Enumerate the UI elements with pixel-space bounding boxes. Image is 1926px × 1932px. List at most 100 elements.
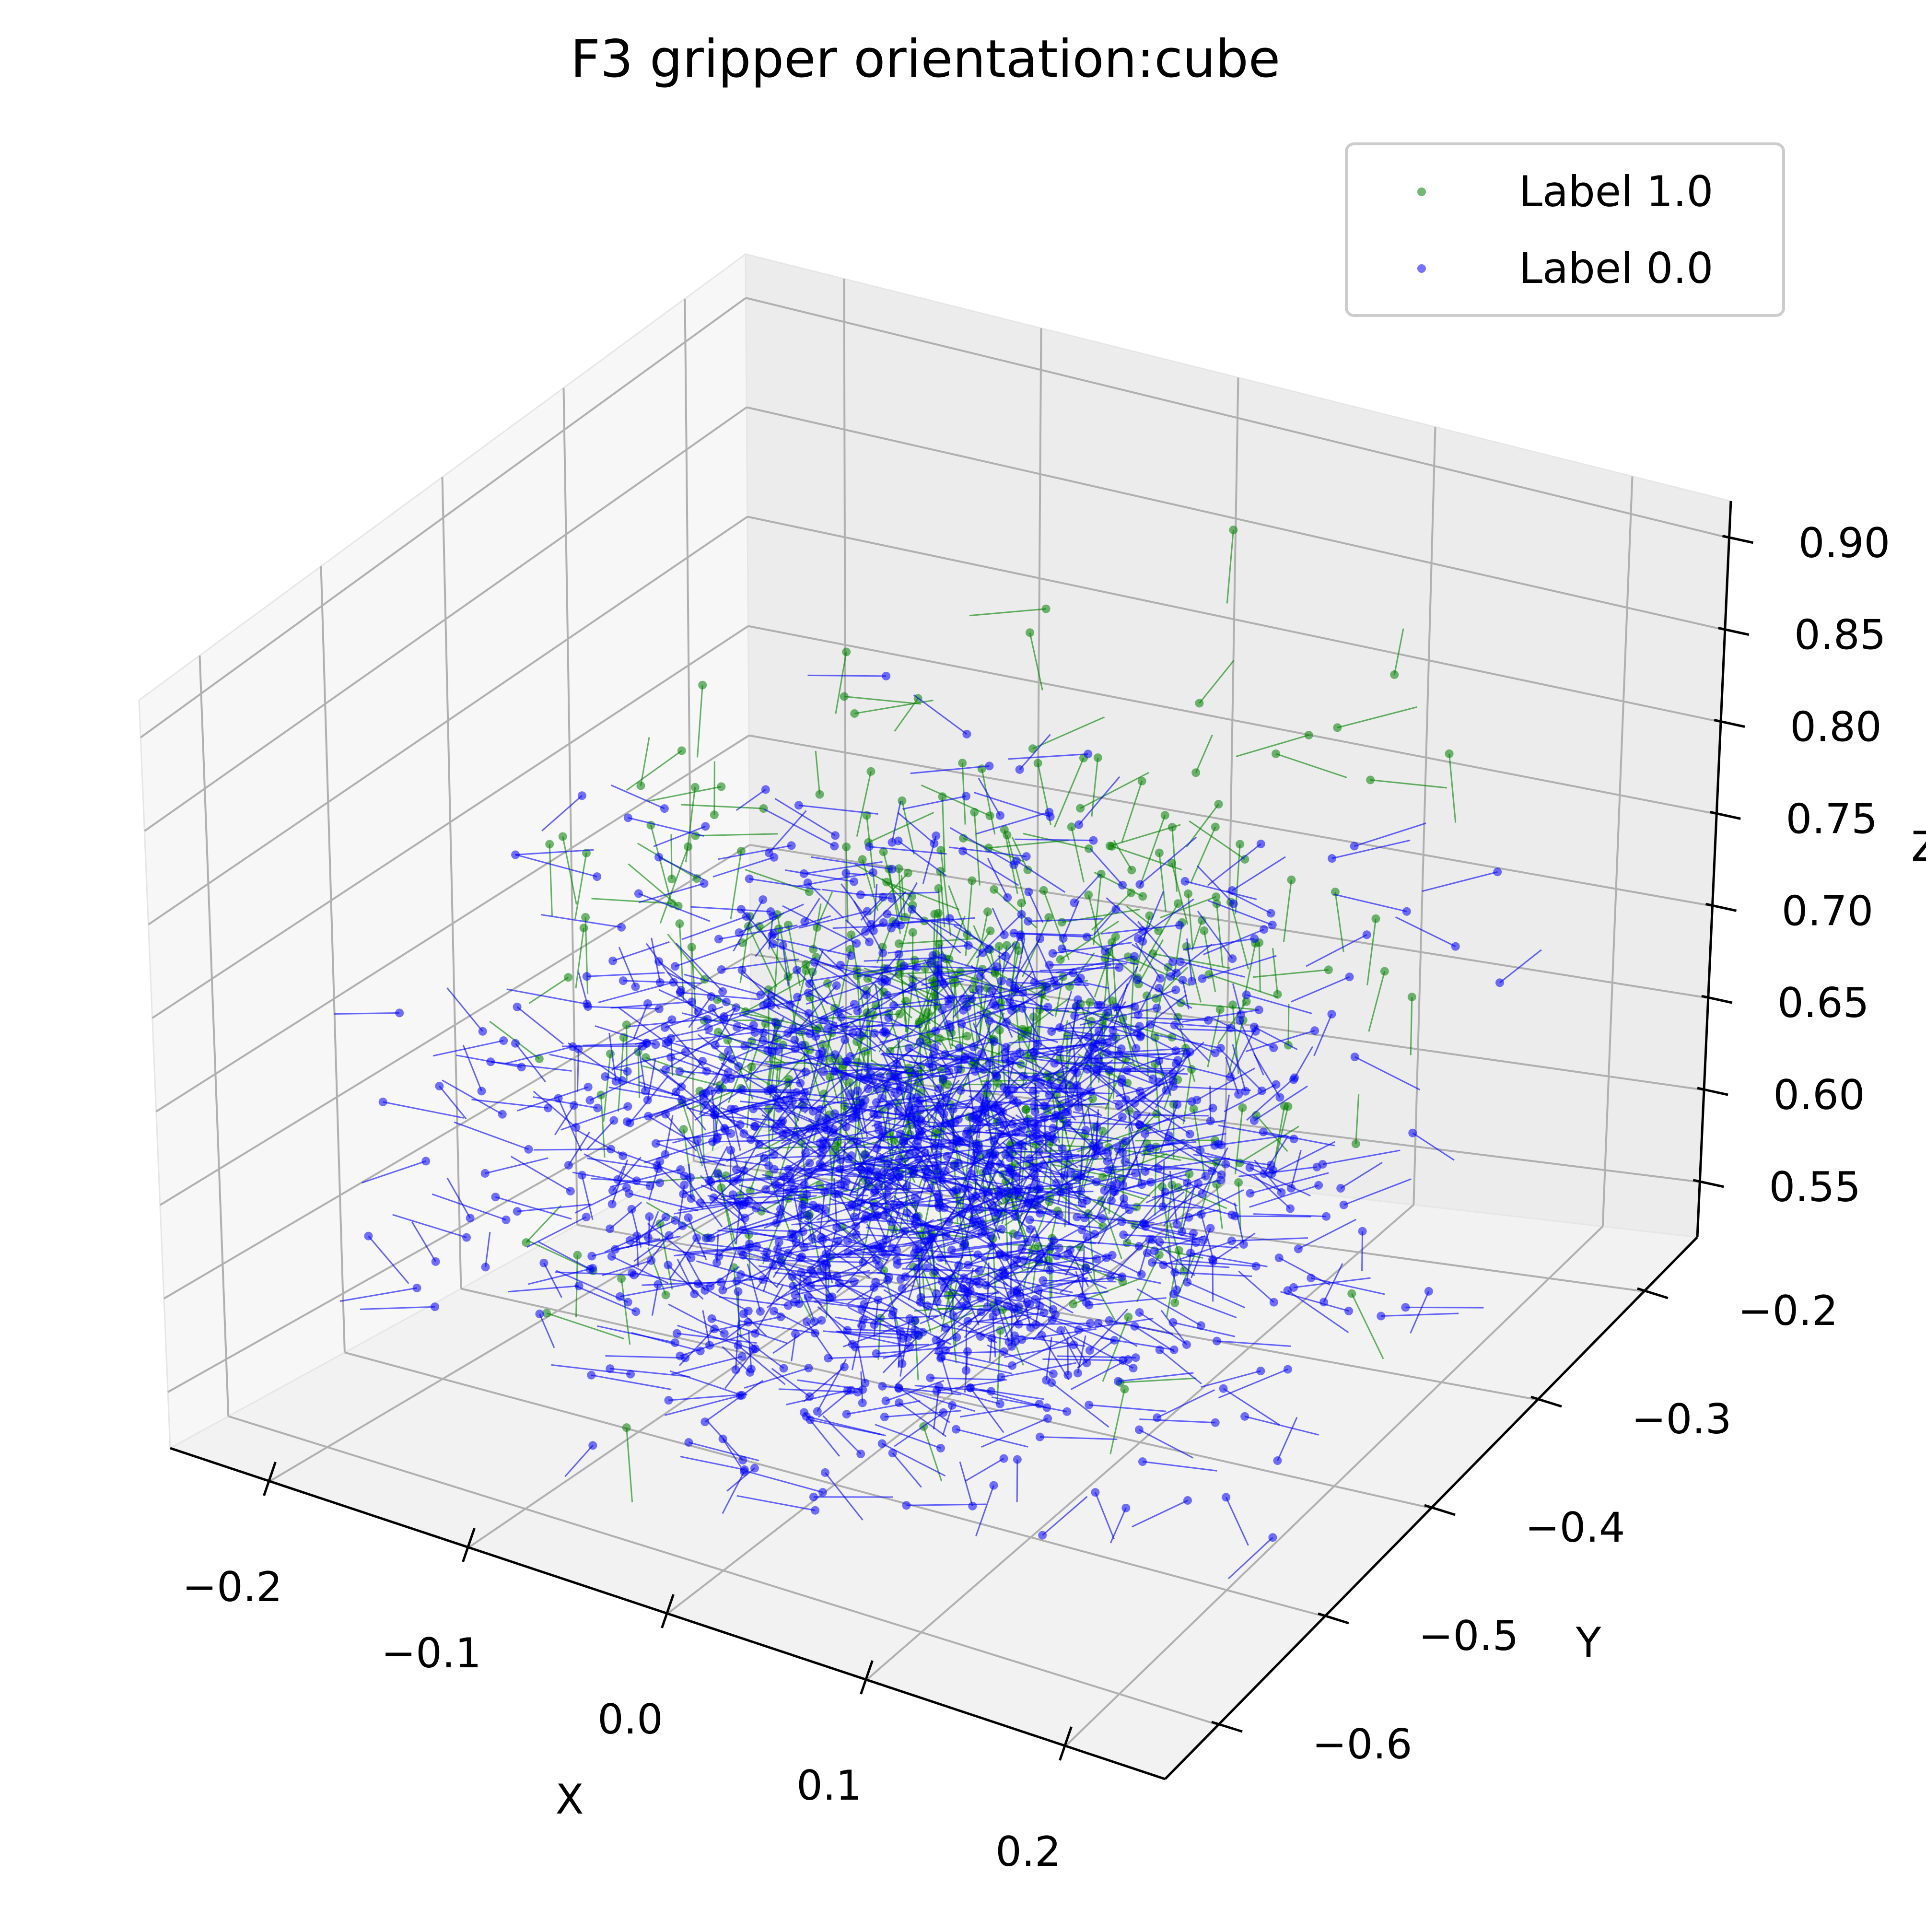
data-point — [985, 1059, 993, 1067]
data-point — [1377, 1312, 1385, 1321]
data-point — [645, 1212, 654, 1221]
data-point — [1084, 749, 1092, 758]
data-point — [786, 1172, 794, 1181]
data-point — [1260, 1169, 1269, 1178]
data-point — [894, 1106, 903, 1115]
data-point — [1005, 996, 1014, 1005]
data-point — [894, 1384, 903, 1393]
orientation-arrow — [1137, 1115, 1209, 1116]
data-point — [1204, 1016, 1213, 1025]
data-point — [739, 1129, 748, 1138]
data-point — [662, 1291, 670, 1300]
data-point — [1015, 1302, 1023, 1311]
data-point — [612, 1077, 620, 1086]
data-point — [1371, 914, 1380, 923]
data-point — [1138, 777, 1146, 785]
data-point — [1004, 1090, 1013, 1099]
data-point — [878, 1382, 887, 1391]
data-point — [696, 1347, 705, 1355]
data-point — [1026, 1216, 1034, 1224]
data-point — [1000, 930, 1009, 939]
data-point — [1012, 1287, 1021, 1296]
data-point — [825, 1293, 834, 1302]
data-point — [435, 1082, 444, 1090]
data-point — [916, 1096, 924, 1105]
data-point — [865, 937, 874, 946]
z-tick-label: 0.60 — [1773, 1071, 1865, 1119]
data-point — [882, 878, 891, 886]
data-point — [796, 1079, 805, 1088]
data-point — [957, 1210, 966, 1218]
data-point — [1025, 1199, 1033, 1208]
data-point — [1101, 947, 1109, 956]
data-point — [775, 1238, 783, 1247]
data-point — [888, 838, 897, 847]
data-point — [787, 841, 796, 850]
data-point — [748, 1345, 757, 1354]
y-tick-label: −0.5 — [1419, 1612, 1519, 1660]
data-point — [962, 730, 971, 738]
data-point — [964, 941, 973, 950]
data-point — [684, 1213, 693, 1222]
data-point — [943, 1152, 951, 1160]
data-point — [882, 1029, 891, 1038]
data-point — [1091, 1488, 1099, 1497]
data-point — [655, 1005, 664, 1013]
data-point — [888, 865, 897, 874]
data-point — [1181, 877, 1190, 886]
data-point — [745, 1240, 754, 1248]
data-point — [954, 1056, 963, 1065]
data-point — [1108, 1251, 1117, 1260]
data-point — [700, 879, 709, 888]
data-point — [1049, 949, 1057, 958]
data-point — [843, 1326, 852, 1335]
data-point — [651, 1040, 660, 1049]
data-point — [703, 1015, 712, 1023]
data-point — [1051, 1111, 1060, 1119]
data-point — [1137, 1270, 1146, 1279]
data-point — [1273, 990, 1282, 999]
data-point — [1076, 1089, 1085, 1098]
data-point — [1199, 1236, 1208, 1244]
data-point — [858, 1399, 867, 1407]
data-point — [593, 872, 601, 881]
data-point — [677, 746, 686, 755]
data-point — [1153, 1413, 1161, 1422]
data-point — [714, 935, 723, 943]
data-point — [611, 1245, 619, 1253]
data-point — [900, 961, 909, 970]
data-point — [768, 1048, 777, 1056]
data-point — [1139, 1219, 1147, 1228]
data-point — [1171, 985, 1180, 994]
data-point — [858, 855, 867, 864]
data-point — [1056, 1188, 1065, 1196]
data-point — [911, 1316, 920, 1325]
data-point — [989, 1150, 998, 1159]
data-point — [1172, 1286, 1181, 1294]
data-point — [983, 907, 992, 916]
data-point — [879, 918, 888, 927]
data-point — [1058, 918, 1066, 926]
data-point — [988, 1202, 997, 1210]
data-point — [778, 1116, 787, 1125]
data-point — [817, 1151, 826, 1160]
data-point — [959, 1006, 968, 1015]
data-point — [1103, 1157, 1112, 1166]
data-point — [1030, 1050, 1039, 1059]
data-point — [678, 1221, 687, 1230]
data-point — [481, 1169, 490, 1178]
data-point — [1026, 628, 1034, 637]
data-point — [940, 1283, 949, 1292]
data-point — [1258, 1087, 1266, 1095]
data-point — [582, 1213, 591, 1221]
data-point — [962, 792, 970, 800]
data-point — [849, 1029, 857, 1037]
data-point — [1188, 977, 1196, 985]
data-point — [939, 1075, 947, 1084]
data-point — [992, 1072, 1001, 1081]
data-point — [580, 924, 588, 932]
data-point — [909, 928, 917, 937]
data-point — [1156, 1346, 1164, 1354]
data-point — [1237, 1010, 1245, 1019]
data-point — [1408, 1129, 1417, 1137]
